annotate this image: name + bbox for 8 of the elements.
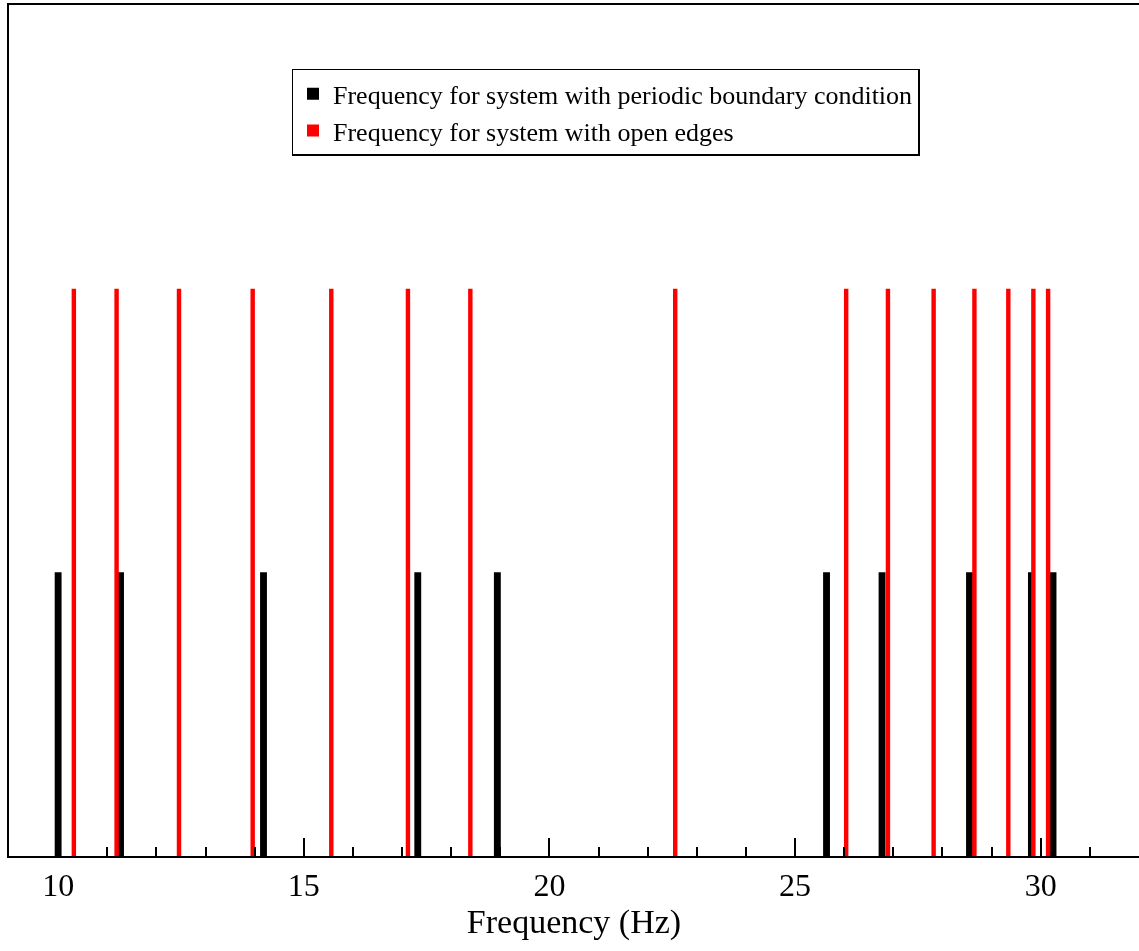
x-axis-title: Frequency (Hz): [466, 903, 682, 942]
legend-label: Frequency for system with periodic boundary condition: [333, 80, 913, 110]
x-tick-label: 10: [42, 867, 75, 904]
x-tick-label: 30: [1024, 867, 1057, 904]
x-tick-label: 15: [287, 867, 320, 904]
legend-label: Frequency for system with open edges: [333, 117, 734, 147]
x-tick-label: 20: [533, 867, 566, 904]
x-tick-label: 25: [779, 867, 812, 904]
